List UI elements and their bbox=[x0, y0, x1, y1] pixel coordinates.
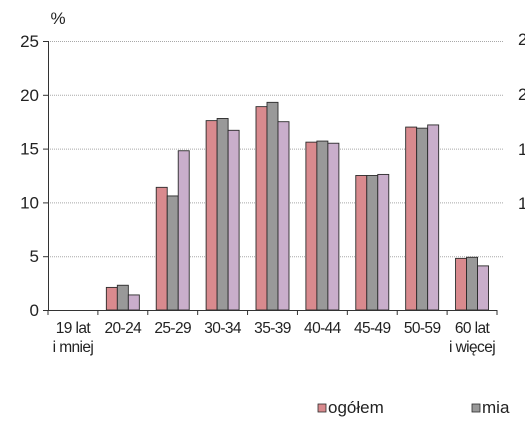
bar bbox=[216, 118, 229, 311]
right-axis-label: 2 bbox=[518, 85, 525, 104]
y-tick-label: 15 bbox=[20, 140, 39, 159]
x-tick-label: 40-44 bbox=[304, 320, 342, 337]
y-axis-label: % bbox=[50, 9, 65, 28]
bar bbox=[316, 140, 329, 311]
bar bbox=[427, 124, 440, 311]
bar bbox=[405, 126, 418, 311]
y-tick-label: 25 bbox=[20, 32, 39, 51]
legend-label: mia bbox=[482, 398, 510, 417]
bar bbox=[327, 142, 340, 311]
x-tick-label: 30-34 bbox=[204, 320, 242, 337]
bar bbox=[127, 294, 140, 311]
bar bbox=[227, 129, 240, 311]
bar bbox=[105, 286, 118, 311]
y-tick-label: 20 bbox=[20, 86, 39, 105]
x-tick-label: 35-39 bbox=[254, 320, 291, 337]
bar bbox=[305, 141, 318, 311]
bar bbox=[416, 127, 429, 311]
bar bbox=[377, 173, 390, 311]
y-tick-label: 5 bbox=[30, 247, 39, 266]
x-tick-label: 19 lat bbox=[56, 320, 92, 337]
bar bbox=[477, 265, 490, 311]
x-tick-label: 20-24 bbox=[105, 320, 143, 337]
x-tick-label: 45-49 bbox=[354, 320, 391, 337]
bar bbox=[177, 150, 190, 311]
x-tick-label: 60 lat bbox=[455, 320, 491, 337]
x-tick-label: 50-59 bbox=[404, 320, 441, 337]
x-tick-label: 25-29 bbox=[154, 320, 191, 337]
bar bbox=[366, 175, 379, 311]
bar bbox=[155, 186, 168, 311]
bar bbox=[355, 175, 368, 311]
bar bbox=[466, 256, 479, 311]
y-tick-label: 10 bbox=[20, 193, 39, 212]
bar bbox=[166, 195, 179, 311]
legend-swatch bbox=[471, 403, 481, 413]
x-tick-label: i mniej bbox=[53, 339, 94, 356]
bar bbox=[205, 120, 218, 311]
legend-swatch bbox=[317, 403, 327, 413]
bar bbox=[455, 257, 468, 311]
right-axis-label: 1 bbox=[518, 140, 525, 159]
x-tick-label: i więcej bbox=[449, 339, 495, 356]
axes: 0 5 10 15 20 25% 19 lat i mniej 20-24 25-29 30-34 3… bbox=[20, 9, 525, 356]
y-tick-label: 0 bbox=[30, 301, 39, 320]
bar bbox=[255, 106, 268, 311]
bar bbox=[266, 101, 279, 311]
legend: ogółem mia bbox=[317, 398, 510, 417]
legend-label: ogółem bbox=[328, 398, 384, 417]
right-axis-label: 2 bbox=[518, 30, 525, 49]
right-axis-label: 1 bbox=[518, 194, 525, 213]
bar bbox=[277, 121, 290, 311]
bar bbox=[116, 284, 129, 311]
bars bbox=[105, 101, 490, 311]
